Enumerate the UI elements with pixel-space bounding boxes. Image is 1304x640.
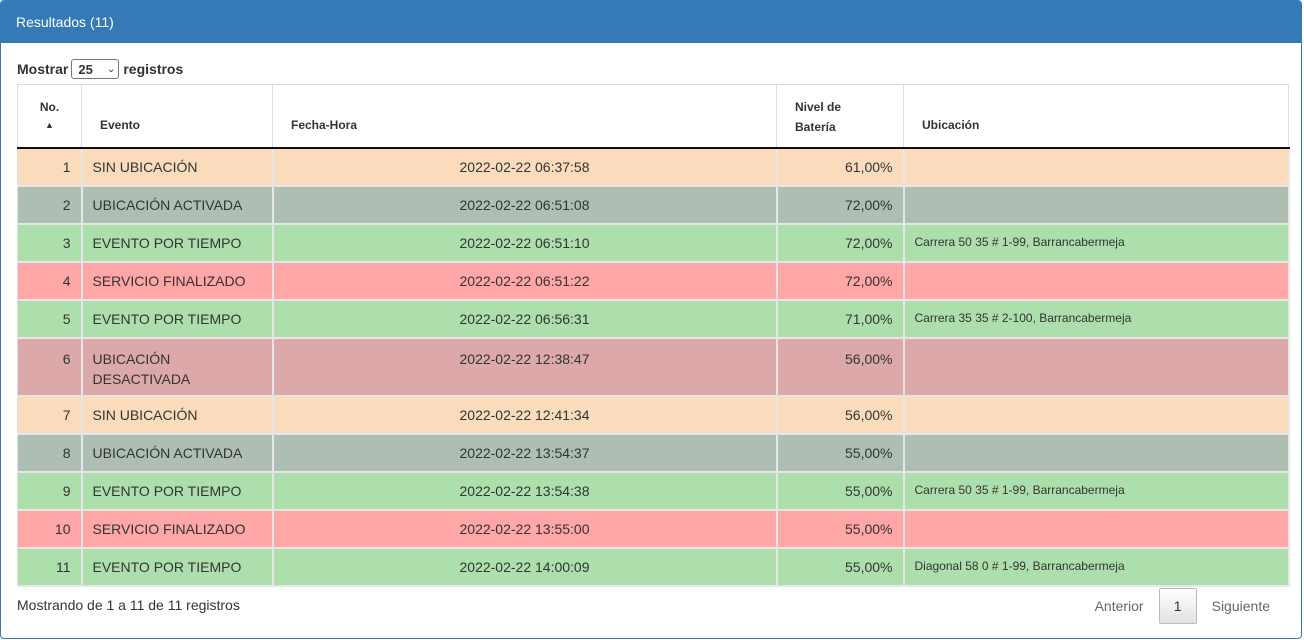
table-row[interactable]: 6 UBICACIÓN DESACTIVADA 2022-02-22 12:38…: [17, 338, 1290, 397]
cell-ubicacion: Carrera 50 35 # 1-99, Barrancabermeja: [903, 224, 1290, 263]
cell-evento: EVENTO POR TIEMPO: [81, 224, 274, 263]
cell-evento: SIN UBICACIÓN: [81, 148, 274, 187]
cell-bateria: 61,00%: [776, 148, 905, 187]
cell-bateria: 55,00%: [776, 548, 905, 587]
table-row[interactable]: 9 EVENTO POR TIEMPO 2022-02-22 13:54:38 …: [17, 472, 1290, 511]
cell-no: 7: [17, 396, 83, 435]
column-header-evento[interactable]: Evento: [81, 84, 273, 149]
cell-ubicacion: Diagonal 58 0 # 1-99, Barrancabermeja: [903, 548, 1290, 587]
cell-bateria: 72,00%: [776, 262, 905, 301]
cell-fecha-hora: 2022-02-22 13:54:38: [272, 472, 778, 511]
cell-ubicacion: [903, 510, 1290, 549]
table-row[interactable]: 11 EVENTO POR TIEMPO 2022-02-22 14:00:09…: [17, 548, 1290, 587]
table-row[interactable]: 4 SERVICIO FINALIZADO 2022-02-22 06:51:2…: [17, 262, 1290, 301]
cell-no: 10: [17, 510, 83, 549]
column-header-no[interactable]: No. ▲: [17, 84, 82, 149]
cell-evento: EVENTO POR TIEMPO: [81, 300, 274, 339]
cell-no: 2: [17, 186, 83, 225]
page-length-select[interactable]: 25 ⌄: [71, 59, 120, 79]
sort-ascending-icon: ▲: [45, 120, 54, 130]
column-header-nivel-bateria[interactable]: Nivel de Batería: [776, 84, 904, 149]
table-row[interactable]: 10 SERVICIO FINALIZADO 2022-02-22 13:55:…: [17, 510, 1290, 549]
cell-evento: EVENTO POR TIEMPO: [81, 548, 274, 587]
chevron-down-icon: ⌄: [106, 63, 116, 75]
cell-no: 3: [17, 224, 83, 263]
cell-bateria: 55,00%: [776, 434, 905, 473]
cell-fecha-hora: 2022-02-22 06:56:31: [272, 300, 778, 339]
cell-ubicacion: [903, 262, 1290, 301]
results-table: No. ▲ Evento Fecha-Hora Nivel de Batería…: [17, 84, 1290, 587]
cell-no: 11: [17, 548, 83, 587]
cell-bateria: 55,00%: [776, 472, 905, 511]
cell-ubicacion: [903, 434, 1290, 473]
cell-ubicacion: [903, 186, 1290, 225]
cell-ubicacion: [903, 338, 1290, 397]
cell-fecha-hora: 2022-02-22 13:54:37: [272, 434, 778, 473]
cell-ubicacion: [903, 148, 1290, 187]
cell-bateria: 56,00%: [776, 396, 905, 435]
cell-bateria: 72,00%: [776, 186, 905, 225]
cell-ubicacion: Carrera 50 35 # 1-99, Barrancabermeja: [903, 472, 1290, 511]
cell-no: 9: [17, 472, 83, 511]
page-length-value: 25: [78, 61, 93, 77]
cell-fecha-hora: 2022-02-22 12:41:34: [272, 396, 778, 435]
cell-bateria: 55,00%: [776, 510, 905, 549]
cell-no: 1: [17, 148, 83, 187]
length-suffix: registros: [123, 61, 184, 77]
page-1-button[interactable]: 1: [1158, 588, 1197, 624]
table-body: 1 SIN UBICACIÓN 2022-02-22 06:37:58 61,0…: [17, 148, 1290, 587]
cell-evento: UBICACIÓN ACTIVADA: [81, 434, 274, 473]
cell-fecha-hora: 2022-02-22 13:55:00: [272, 510, 778, 549]
cell-evento: UBICACIÓN DESACTIVADA: [81, 338, 274, 397]
cell-bateria: 56,00%: [776, 338, 905, 397]
column-header-fecha-hora[interactable]: Fecha-Hora: [272, 84, 777, 149]
cell-evento: SERVICIO FINALIZADO: [81, 510, 274, 549]
pagination: Anterior 1 Siguiente: [1080, 588, 1285, 624]
cell-fecha-hora: 2022-02-22 06:51:22: [272, 262, 778, 301]
table-row[interactable]: 2 UBICACIÓN ACTIVADA 2022-02-22 06:51:08…: [17, 186, 1290, 225]
table-row[interactable]: 8 UBICACIÓN ACTIVADA 2022-02-22 13:54:37…: [17, 434, 1290, 473]
cell-ubicacion: Carrera 35 35 # 2-100, Barrancabermeja: [903, 300, 1290, 339]
cell-fecha-hora: 2022-02-22 06:51:08: [272, 186, 778, 225]
column-header-ubicacion[interactable]: Ubicación: [903, 84, 1289, 149]
table-row[interactable]: 1 SIN UBICACIÓN 2022-02-22 06:37:58 61,0…: [17, 148, 1290, 187]
results-table-wrapper: No. ▲ Evento Fecha-Hora Nivel de Batería…: [17, 84, 1290, 587]
cell-evento: SIN UBICACIÓN: [81, 396, 274, 435]
panel-title: Resultados (11): [1, 1, 1301, 43]
column-header-bateria-line1: Nivel de: [795, 100, 842, 114]
cell-fecha-hora: 2022-02-22 06:37:58: [272, 148, 778, 187]
table-row[interactable]: 5 EVENTO POR TIEMPO 2022-02-22 06:56:31 …: [17, 300, 1290, 339]
cell-evento: EVENTO POR TIEMPO: [81, 472, 274, 511]
cell-ubicacion: [903, 396, 1290, 435]
previous-page-button[interactable]: Anterior: [1094, 598, 1144, 614]
cell-fecha-hora: 2022-02-22 14:00:09: [272, 548, 778, 587]
page-length-control: Mostrar 25 ⌄ registros: [17, 59, 183, 79]
table-header-row: No. ▲ Evento Fecha-Hora Nivel de Batería…: [17, 84, 1289, 149]
cell-bateria: 71,00%: [776, 300, 905, 339]
column-header-bateria-line2: Batería: [795, 120, 836, 134]
length-prefix: Mostrar: [17, 61, 69, 77]
cell-no: 5: [17, 300, 83, 339]
cell-bateria: 72,00%: [776, 224, 905, 263]
column-header-no-label: No.: [39, 100, 60, 114]
cell-no: 6: [17, 338, 83, 397]
cell-no: 4: [17, 262, 83, 301]
cell-fecha-hora: 2022-02-22 06:51:10: [272, 224, 778, 263]
cell-fecha-hora: 2022-02-22 12:38:47: [272, 338, 778, 397]
cell-evento: SERVICIO FINALIZADO: [81, 262, 274, 301]
table-row[interactable]: 7 SIN UBICACIÓN 2022-02-22 12:41:34 56,0…: [17, 396, 1290, 435]
cell-evento: UBICACIÓN ACTIVADA: [81, 186, 274, 225]
cell-no: 8: [17, 434, 83, 473]
next-page-button[interactable]: Siguiente: [1211, 598, 1270, 614]
table-row[interactable]: 3 EVENTO POR TIEMPO 2022-02-22 06:51:10 …: [17, 224, 1290, 263]
table-info: Mostrando de 1 a 11 de 11 registros: [17, 597, 240, 613]
